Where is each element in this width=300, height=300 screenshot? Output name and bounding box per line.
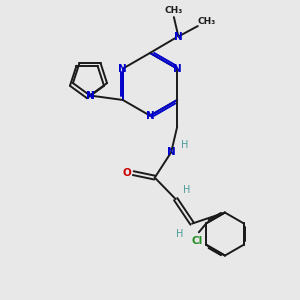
- Text: N: N: [174, 32, 183, 41]
- Text: H: H: [181, 140, 188, 150]
- Text: N: N: [167, 147, 176, 157]
- Text: N: N: [85, 91, 94, 100]
- Text: CH₃: CH₃: [165, 6, 183, 15]
- Text: H: H: [183, 184, 191, 195]
- Text: N: N: [173, 64, 182, 74]
- Text: H: H: [176, 229, 183, 239]
- Text: Cl: Cl: [192, 236, 203, 246]
- Text: N: N: [118, 64, 127, 74]
- Text: CH₃: CH₃: [197, 17, 215, 26]
- Text: N: N: [146, 111, 154, 121]
- Text: N: N: [85, 91, 94, 100]
- Text: O: O: [122, 168, 131, 178]
